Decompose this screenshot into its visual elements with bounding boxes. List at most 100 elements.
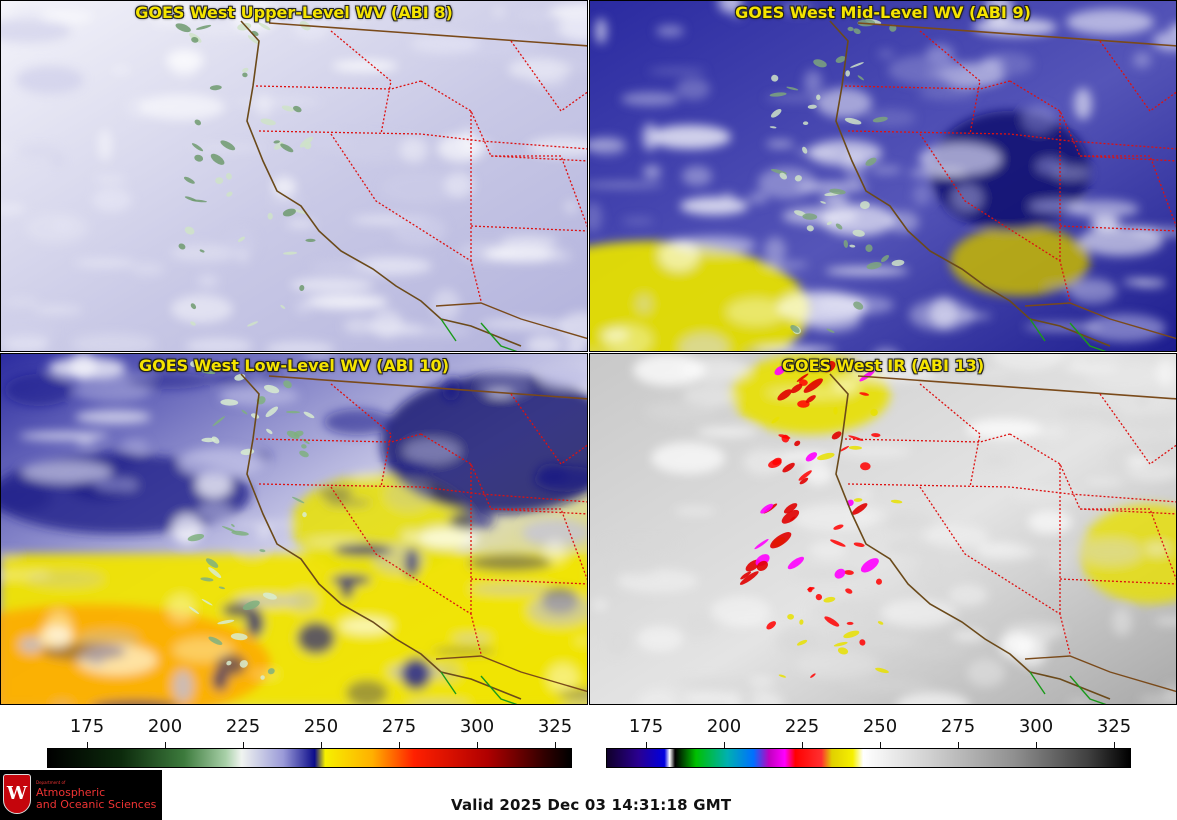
state-border bbox=[491, 508, 587, 581]
state-border bbox=[847, 483, 1176, 503]
state-border bbox=[258, 483, 587, 503]
ir-colorbar: 175 200 225 250 275 300 325 bbox=[606, 714, 1131, 770]
state-border bbox=[420, 433, 587, 515]
upper-level-wv-panel: GOES West Upper-Level WV (ABI 8) bbox=[0, 0, 588, 352]
colorbar-tick-label: 225 bbox=[784, 716, 820, 737]
state-border bbox=[510, 40, 587, 112]
cloud-detail bbox=[739, 361, 903, 678]
state-border bbox=[1009, 433, 1176, 515]
colorbar-ticks: 175 200 225 250 275 300 325 bbox=[47, 714, 573, 748]
colorbar-tick-label: 175 bbox=[628, 716, 664, 737]
aos-logo: W Department of Atmospheric and Oceanic … bbox=[0, 770, 162, 820]
map-overlay bbox=[829, 373, 1176, 704]
mid-level-wv-panel: GOES West Mid-Level WV (ABI 9) bbox=[589, 0, 1177, 352]
logo-dept-text: Department of bbox=[36, 780, 66, 785]
colorbar-tick-mark bbox=[399, 742, 400, 748]
colorbar-tick-mark bbox=[646, 742, 647, 748]
panel-title: GOES West Mid-Level WV (ABI 9) bbox=[735, 3, 1031, 22]
colorbar-tick-label: 200 bbox=[147, 716, 183, 737]
colorbar-tick-label: 325 bbox=[537, 716, 573, 737]
state-border bbox=[330, 133, 482, 302]
coastline bbox=[240, 373, 522, 700]
panel-title: GOES West Low-Level WV (ABI 10) bbox=[138, 356, 449, 375]
mid-level-wv-image bbox=[590, 1, 1176, 351]
mexico-coast bbox=[1029, 671, 1107, 704]
cloud-detail bbox=[769, 18, 905, 335]
mexico-coast bbox=[440, 318, 518, 351]
panel-title: GOES West IR (ABI 13) bbox=[781, 356, 985, 375]
state-border bbox=[255, 80, 422, 90]
state-border bbox=[1009, 80, 1176, 162]
state-border bbox=[330, 486, 482, 655]
state-border bbox=[491, 155, 587, 228]
mexico-coast bbox=[1029, 318, 1107, 351]
colorbar-tick-label: 200 bbox=[706, 716, 742, 737]
colorbar-tick-label: 250 bbox=[303, 716, 339, 737]
satellite-image-grid: GOES West Upper-Level WV (ABI 8) GOES We… bbox=[0, 0, 1177, 705]
state-border bbox=[844, 433, 1011, 443]
colorbar-tick-mark bbox=[321, 742, 322, 748]
cloud-detail bbox=[187, 360, 315, 680]
colorbar-tick-mark bbox=[802, 742, 803, 748]
state-border bbox=[919, 486, 1071, 655]
cloud-field bbox=[590, 1, 1176, 351]
ir-image bbox=[590, 354, 1176, 704]
colorbar-tick-mark bbox=[243, 742, 244, 748]
colorbar-gradient bbox=[606, 748, 1131, 768]
colorbar-tick-mark bbox=[958, 742, 959, 748]
low-level-wv-panel: GOES West Low-Level WV (ABI 10) bbox=[0, 353, 588, 705]
state-border bbox=[919, 133, 1071, 302]
us-mexico-border bbox=[1024, 655, 1176, 693]
colorbar-tick-mark bbox=[87, 742, 88, 748]
cloud-field bbox=[1, 354, 587, 704]
logo-line-2: and Oceanic Sciences bbox=[36, 798, 157, 811]
coastline bbox=[240, 20, 522, 347]
logo-line-1: Atmospheric bbox=[36, 786, 106, 799]
low-level-wv-image bbox=[1, 354, 587, 704]
us-canada-border bbox=[857, 375, 1176, 400]
map-overlay bbox=[240, 20, 587, 351]
valid-time-label: Valid 2025 Dec 03 14:31:18 GMT bbox=[451, 796, 732, 814]
state-border bbox=[420, 80, 587, 162]
panel-title: GOES West Upper-Level WV (ABI 8) bbox=[135, 3, 453, 22]
colorbar-ticks: 175 200 225 250 275 300 325 bbox=[606, 714, 1132, 748]
colorbar-tick-label: 250 bbox=[862, 716, 898, 737]
cloud-field bbox=[592, 354, 1176, 704]
state-border bbox=[847, 130, 1176, 150]
colorbar-tick-mark bbox=[1114, 742, 1115, 748]
colorbar-tick-label: 300 bbox=[459, 716, 495, 737]
colorbar-tick-label: 175 bbox=[69, 716, 105, 737]
colorbar-tick-mark bbox=[1036, 742, 1037, 748]
colorbar-tick-label: 275 bbox=[940, 716, 976, 737]
colorbar-tick-mark bbox=[724, 742, 725, 748]
coastline bbox=[829, 373, 1111, 700]
water-vapor-colorbar: 175 200 225 250 275 300 325 bbox=[47, 714, 572, 770]
uw-crest-icon: W bbox=[3, 774, 31, 814]
coastline bbox=[829, 20, 1111, 347]
us-canada-border bbox=[268, 375, 587, 400]
map-overlay bbox=[829, 20, 1176, 351]
state-border bbox=[1080, 508, 1176, 581]
state-border bbox=[1099, 40, 1176, 112]
us-canada-border bbox=[268, 22, 587, 47]
cloud-detail bbox=[175, 21, 316, 327]
state-border bbox=[844, 80, 1011, 90]
colorbar-tick-mark bbox=[165, 742, 166, 748]
colorbar-tick-mark bbox=[555, 742, 556, 748]
state-border bbox=[1080, 155, 1176, 228]
colorbar-tick-mark bbox=[477, 742, 478, 748]
colorbar-tick-label: 300 bbox=[1018, 716, 1054, 737]
state-border bbox=[510, 393, 587, 465]
background bbox=[1, 1, 587, 351]
colorbar-tick-mark bbox=[880, 742, 881, 748]
colorbar-gradient bbox=[47, 748, 572, 768]
us-canada-border bbox=[857, 22, 1176, 47]
colorbar-tick-label: 325 bbox=[1096, 716, 1132, 737]
us-mexico-border bbox=[435, 655, 587, 693]
state-border bbox=[1099, 393, 1176, 465]
state-border bbox=[255, 433, 422, 443]
upper-level-wv-image bbox=[1, 1, 587, 351]
map-overlay bbox=[240, 373, 587, 704]
mexico-coast bbox=[440, 671, 518, 704]
colorbar-tick-label: 275 bbox=[381, 716, 417, 737]
